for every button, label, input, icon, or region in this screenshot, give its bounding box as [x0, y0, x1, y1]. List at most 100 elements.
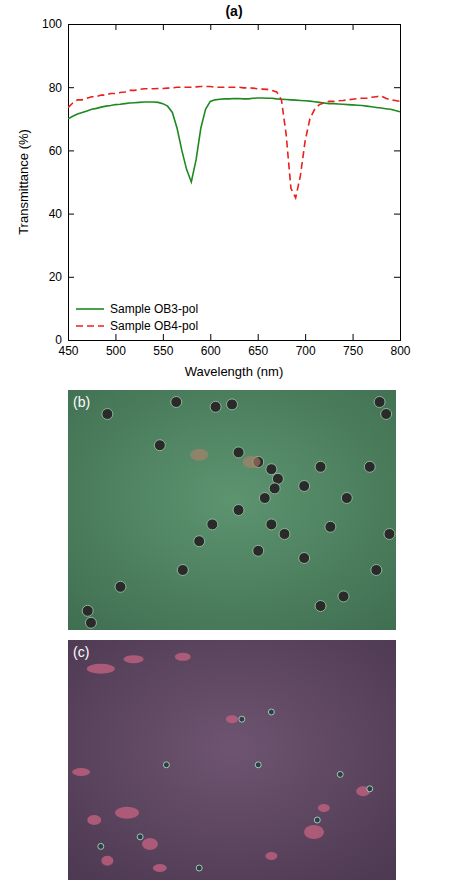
stain — [101, 856, 113, 866]
micrograph: (b) — [68, 390, 396, 630]
tick: 60 — [49, 144, 74, 158]
y-axis: 020406080100 — [42, 17, 74, 347]
tick-mark — [68, 87, 74, 88]
legend-label: Sample OB3-pol — [110, 302, 198, 316]
stain — [153, 864, 167, 872]
stain — [243, 456, 261, 468]
plot-lines — [68, 87, 400, 198]
tick-mark — [305, 334, 306, 340]
particle — [163, 762, 169, 768]
stain — [304, 825, 324, 839]
particle — [259, 493, 270, 504]
stain — [124, 655, 144, 663]
tick — [258, 24, 259, 30]
tick-mark — [394, 340, 400, 341]
tick — [394, 277, 400, 278]
panel-label: (c) — [73, 644, 89, 660]
tick — [394, 214, 400, 215]
particle — [314, 817, 320, 823]
tick — [394, 24, 400, 25]
particle — [177, 565, 188, 576]
stain — [318, 804, 330, 812]
micrograph-background — [68, 640, 396, 880]
particle — [269, 483, 280, 494]
tick: 40 — [49, 207, 74, 221]
tick-mark — [353, 334, 354, 340]
tick-label: 650 — [248, 344, 268, 358]
tick-label: 40 — [49, 207, 63, 221]
particle — [85, 617, 96, 628]
particle — [384, 529, 395, 540]
particle — [364, 461, 375, 472]
particle — [279, 529, 290, 540]
tick-mark — [353, 24, 354, 30]
tick: 750 — [343, 334, 363, 358]
tick — [394, 87, 400, 88]
particle — [210, 401, 221, 412]
particle — [253, 545, 264, 556]
tick: 100 — [42, 17, 74, 31]
legend-label: Sample OB4-pol — [110, 319, 198, 333]
tick-label: 600 — [201, 344, 221, 358]
stain — [87, 664, 115, 674]
panel-label: (b) — [73, 394, 90, 410]
axis-line — [69, 25, 401, 31]
tick — [394, 150, 400, 151]
x-axis-top — [69, 24, 401, 30]
particle — [171, 397, 182, 408]
tick-label: 800 — [390, 344, 410, 358]
tick-mark — [68, 150, 74, 151]
tick-mark — [394, 87, 400, 88]
tick: 650 — [248, 334, 268, 358]
tick: 600 — [201, 334, 221, 358]
tick-mark — [210, 24, 211, 30]
stain — [115, 807, 139, 819]
micrograph-background — [68, 390, 396, 630]
particle — [233, 505, 244, 516]
axis-line — [69, 334, 401, 341]
particle — [374, 397, 385, 408]
tick-mark — [394, 214, 400, 215]
particle — [299, 481, 310, 492]
particle — [325, 521, 336, 532]
tick-mark — [163, 24, 164, 30]
particle — [266, 519, 277, 530]
particle — [268, 709, 274, 715]
particle — [137, 834, 143, 840]
tick: 700 — [296, 334, 316, 358]
stain — [87, 815, 101, 825]
axis-line — [394, 25, 401, 341]
particle — [194, 536, 205, 547]
tick-mark — [394, 277, 400, 278]
tick-mark — [210, 334, 211, 340]
tick-label: 550 — [153, 344, 173, 358]
tick — [394, 340, 400, 341]
tick-mark — [305, 24, 306, 30]
stain — [142, 838, 158, 850]
tick-mark — [115, 334, 116, 340]
tick-mark — [258, 334, 259, 340]
tick: 80 — [49, 81, 74, 95]
particle — [82, 605, 93, 616]
line-series — [68, 87, 400, 198]
tick — [210, 24, 211, 30]
stain — [265, 852, 277, 860]
particle — [367, 786, 373, 792]
tick: 0 — [55, 333, 74, 347]
particle — [381, 409, 392, 420]
tick-mark — [394, 150, 400, 151]
tick-mark — [68, 277, 74, 278]
tick-label: 500 — [106, 344, 126, 358]
tick-label: 700 — [296, 344, 316, 358]
y-axis-right — [394, 25, 401, 341]
particle — [115, 581, 126, 592]
particle — [315, 461, 326, 472]
particle — [227, 399, 238, 410]
tick: 500 — [106, 334, 126, 358]
particle — [239, 716, 245, 722]
tick-mark — [115, 24, 116, 30]
tick-mark — [68, 214, 74, 215]
stain — [190, 449, 208, 461]
particle — [255, 762, 261, 768]
tick — [115, 24, 116, 30]
